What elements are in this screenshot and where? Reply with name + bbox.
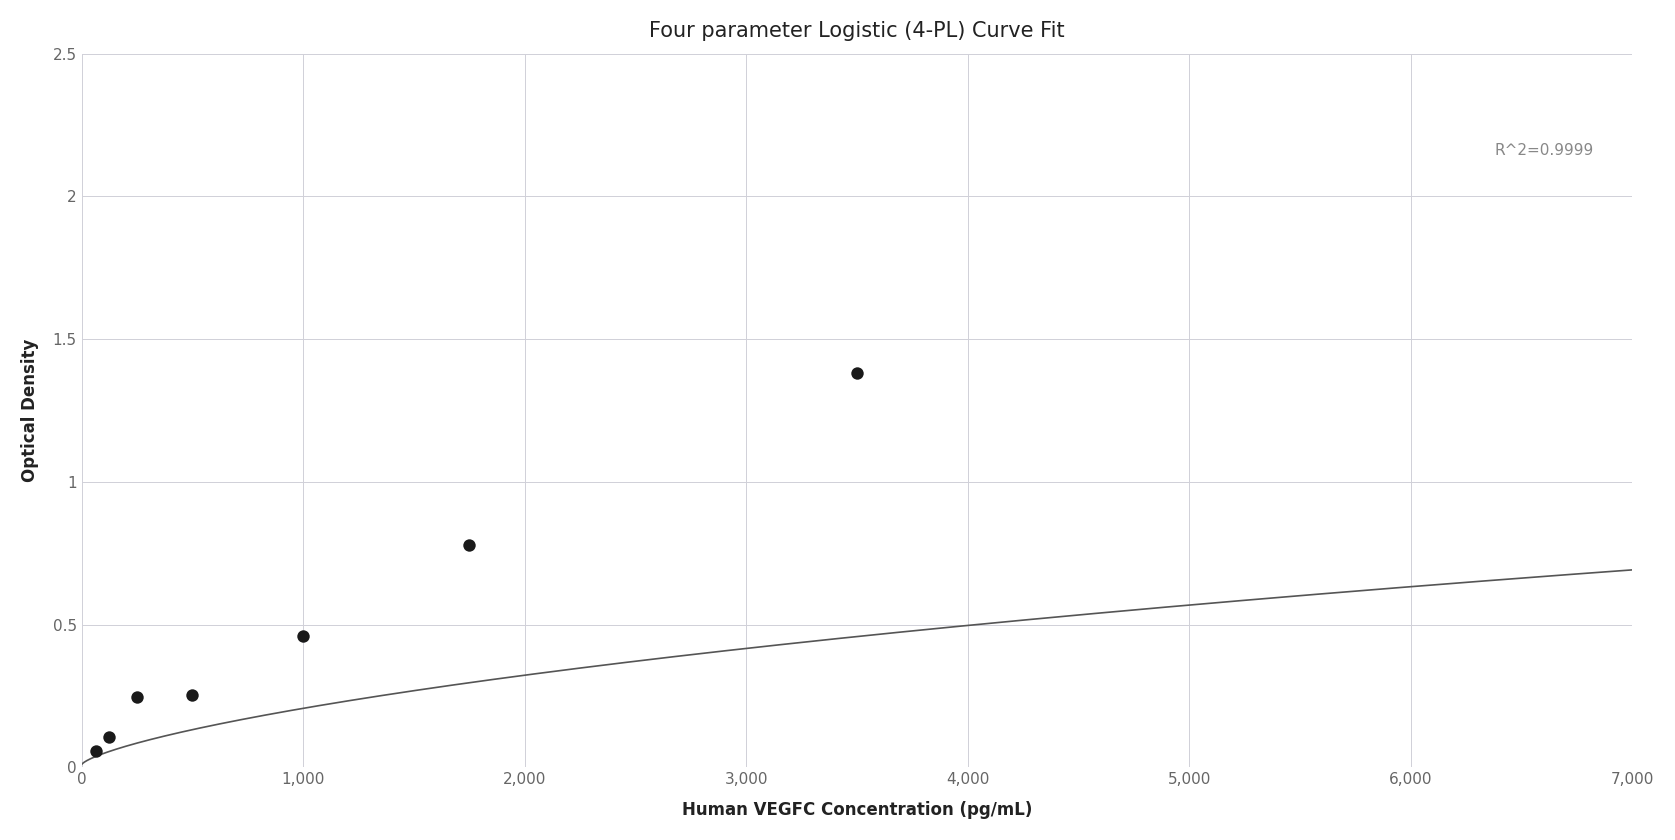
X-axis label: Human VEGFC Concentration (pg/mL): Human VEGFC Concentration (pg/mL) [682,801,1032,819]
Point [290,629,317,643]
Point [95,731,122,744]
Y-axis label: Optical Density: Optical Density [20,339,39,482]
Point [844,366,871,380]
Point [179,688,206,701]
Text: R^2=0.9999: R^2=0.9999 [1494,143,1593,158]
Point [124,690,151,704]
Point [82,744,109,758]
Point [456,538,482,551]
Title: Four parameter Logistic (4-PL) Curve Fit: Four parameter Logistic (4-PL) Curve Fit [650,21,1065,41]
